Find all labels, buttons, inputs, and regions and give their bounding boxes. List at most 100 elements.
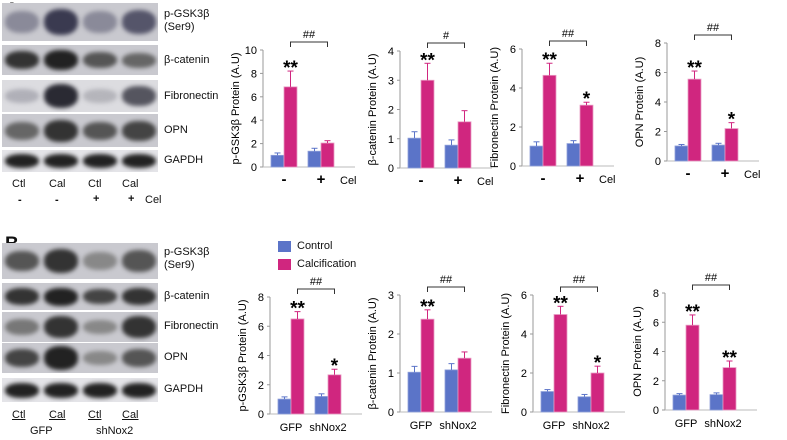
label-pgsk3b: p-GSK3β (Ser9): [164, 246, 209, 272]
y-tick-label: 10: [245, 45, 257, 57]
bar-calcification: [320, 142, 335, 168]
bar-calcification: [553, 314, 568, 413]
y-tick-label: 4: [655, 97, 661, 109]
bar-control: [270, 154, 285, 168]
x-tick-label: GFP: [543, 420, 566, 432]
label-pgsk3b-line2: (Ser9): [164, 21, 195, 33]
y-tick-label: 8: [655, 38, 661, 50]
legend-text: Control: [297, 240, 333, 252]
bar-calcification: [590, 372, 605, 413]
significance-mark: **: [283, 58, 298, 79]
y-axis-label: β-catenin Protein (A.U): [367, 297, 379, 409]
x-suffix-label: Cel: [477, 176, 494, 188]
y-tick-label: 8: [258, 292, 264, 304]
y-tick-label: 4: [510, 83, 516, 95]
x-tick-label: shNox2: [309, 422, 346, 434]
y-tick-label: 4: [258, 351, 264, 363]
y-tick-label: 2: [510, 122, 516, 134]
y-tick-label: 2: [388, 329, 394, 341]
significance-bracket: [549, 40, 587, 46]
x-tick-label: shNox2: [704, 418, 741, 430]
bar-calcification: [290, 318, 305, 415]
blot-a-opn: [2, 114, 158, 147]
y-tick-label: 6: [258, 321, 264, 333]
bar-control: [277, 398, 292, 415]
bar-calcification: [420, 318, 435, 413]
legend-calcification: Calcification: [278, 258, 356, 270]
y-tick-label: 6: [510, 44, 516, 56]
y-tick-label: 0: [510, 161, 516, 173]
significance-mark: **: [290, 299, 305, 320]
x-tick-label: shNox2: [572, 420, 609, 432]
y-tick-label: 0: [388, 407, 394, 419]
bar-calcification: [722, 367, 737, 411]
y-tick-label: 0: [388, 163, 394, 175]
bar-calcification: [685, 324, 700, 411]
y-tick-label: 4: [388, 46, 394, 58]
bracket-label: ##: [707, 22, 720, 34]
y-axis-label: β-catenin Protein (A.U): [367, 53, 379, 165]
y-axis-label: Fibronectin Protein (A.U): [489, 47, 501, 168]
bar-calcification: [420, 79, 435, 169]
bar-calcification: [457, 121, 472, 169]
significance-bracket: [290, 41, 328, 47]
significance-mark: **: [420, 297, 435, 318]
bar-control: [711, 144, 726, 162]
x-tick-label: +: [454, 172, 463, 189]
y-tick-label: 2: [653, 376, 659, 388]
label-bcatenin: β-catenin: [164, 54, 210, 66]
significance-mark: *: [728, 110, 736, 131]
bar-control: [444, 144, 459, 169]
lane-sign: -: [55, 194, 59, 206]
y-axis-label: OPN Protein (A.U): [634, 57, 646, 147]
blot-a-bcatenin: [2, 45, 158, 75]
x-tick-label: -: [686, 165, 691, 182]
significance-bracket: [560, 286, 598, 292]
lane-label: Ctl: [88, 409, 102, 421]
y-tick-label: 8: [251, 68, 257, 80]
significance-mark: *: [594, 353, 602, 374]
bar-control: [540, 391, 555, 413]
y-tick-label: 0: [653, 405, 659, 417]
y-tick-label: 6: [653, 317, 659, 329]
bar-control: [314, 396, 329, 415]
significance-bracket: [427, 286, 465, 292]
bracket-label: ##: [705, 272, 718, 284]
y-axis-label: OPN Protein (A.U): [632, 306, 644, 396]
significance-bracket: [692, 284, 730, 290]
blot-b-fibronectin: [2, 312, 158, 342]
y-tick-label: 6: [251, 92, 257, 104]
bar-calcification: [283, 86, 298, 168]
x-tick-label: GFP: [410, 420, 433, 432]
bar-calcification: [457, 357, 472, 413]
blot-b-pgsk3b: [2, 243, 158, 279]
significance-mark: **: [722, 348, 737, 369]
x-tick-label: GFP: [675, 418, 698, 430]
lane-sign: +: [128, 193, 135, 205]
blot-a-gapdh: [2, 150, 158, 172]
lane-label: Ctl: [12, 178, 26, 190]
significance-bracket: [297, 288, 335, 294]
y-tick-label: 1: [388, 368, 394, 380]
y-axis-label: Fibronectin Protein (A.U): [500, 293, 512, 414]
lane-label: Cal: [49, 178, 66, 190]
bar-control: [407, 371, 422, 413]
lane-label: Ctl: [88, 178, 102, 190]
y-tick-label: 2: [251, 139, 257, 151]
label-pgsk3b: p-GSK3β (Ser9): [164, 8, 209, 34]
y-tick-label: 8: [653, 288, 659, 300]
bracket-label: ##: [440, 274, 453, 286]
x-suffix-label: Cel: [340, 175, 357, 187]
bar-control: [566, 143, 581, 167]
lane-label: Cal: [49, 409, 66, 421]
bar-calcification: [687, 78, 702, 162]
bar-control: [407, 137, 422, 169]
bar-control: [577, 396, 592, 413]
bar-calcification: [542, 74, 557, 167]
significance-bracket: [427, 42, 465, 48]
x-tick-label: +: [721, 165, 730, 182]
label-pgsk3b-line1: p-GSK3β: [164, 8, 210, 20]
y-axis-label: p-GSK3β Protein (A.U): [237, 299, 249, 411]
bar-control: [672, 394, 687, 411]
x-tick-label: GFP: [280, 422, 303, 434]
